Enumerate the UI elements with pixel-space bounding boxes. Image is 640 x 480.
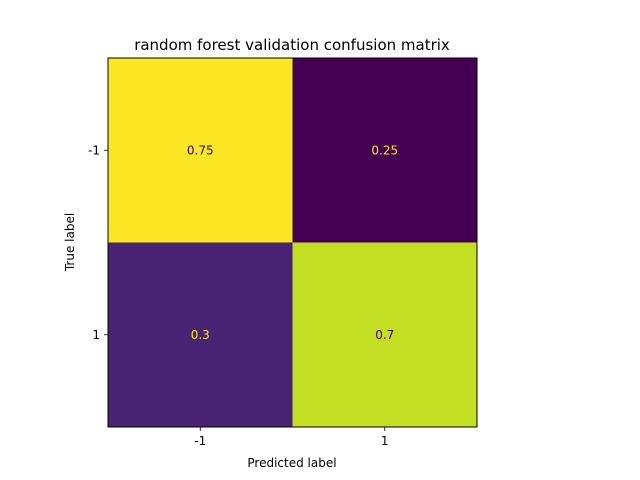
x-axis-label: Predicted label [247,456,336,470]
x-tick-label: 1 [381,434,389,448]
heatmap-cell-1-0 [108,242,293,427]
y-axis-ticks: -1 1 [88,143,108,342]
y-tick-label: -1 [88,143,100,157]
cell-value-label: 0.7 [375,328,394,342]
y-tick-label: 1 [92,328,100,342]
y-axis-label: True label [63,213,77,272]
heatmap-cell-labels: 0.75 0.25 0.3 0.7 [187,143,398,342]
cell-value-label: 0.3 [191,328,210,342]
heatmap-cell-1-1 [292,242,477,427]
x-axis-ticks: -1 1 [194,427,389,448]
heatmap-cell-0-0 [108,58,293,243]
chart-title: random forest validation confusion matri… [134,36,450,54]
heatmap-cells [108,58,477,427]
heatmap-cell-0-1 [292,58,477,243]
x-tick-label: -1 [194,434,206,448]
cell-value-label: 0.75 [187,143,214,157]
plot-frame [107,57,478,428]
cell-value-label: 0.25 [371,143,398,157]
